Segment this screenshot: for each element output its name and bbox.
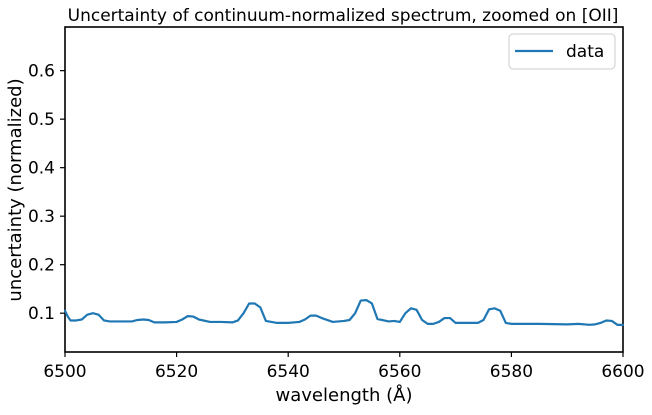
legend-box — [508, 33, 616, 70]
legend: data — [508, 33, 616, 70]
y-tick-label: 0.3 — [28, 207, 55, 227]
x-tick-label: 6600 — [601, 362, 644, 382]
legend-label-data: data — [566, 42, 604, 62]
x-axis-ticks: 6500 6520 6540 6560 6580 6600 — [43, 352, 645, 382]
series-layer — [63, 299, 625, 326]
x-axis-label: wavelength (Å) — [276, 384, 413, 406]
y-tick-label: 0.5 — [28, 110, 55, 130]
y-axis-ticks: 0.1 0.2 0.3 0.4 0.5 0.6 — [28, 62, 65, 324]
x-tick-label: 6520 — [155, 362, 198, 382]
x-tick-label: 6560 — [378, 362, 421, 382]
y-tick-label: 0.2 — [28, 256, 55, 276]
series-line-data — [63, 299, 625, 326]
x-tick-label: 6580 — [490, 362, 533, 382]
y-tick-label: 0.4 — [28, 159, 55, 179]
chart-title: Uncertainty of continuum-normalized spec… — [68, 6, 619, 26]
y-tick-label: 0.1 — [28, 304, 55, 324]
plot-area-frame — [64, 26, 624, 353]
y-axis-label: uncertainty (normalized) — [5, 78, 26, 301]
y-tick-label: 0.6 — [28, 62, 55, 82]
x-tick-label: 6540 — [267, 362, 310, 382]
x-tick-label: 6500 — [43, 362, 86, 382]
